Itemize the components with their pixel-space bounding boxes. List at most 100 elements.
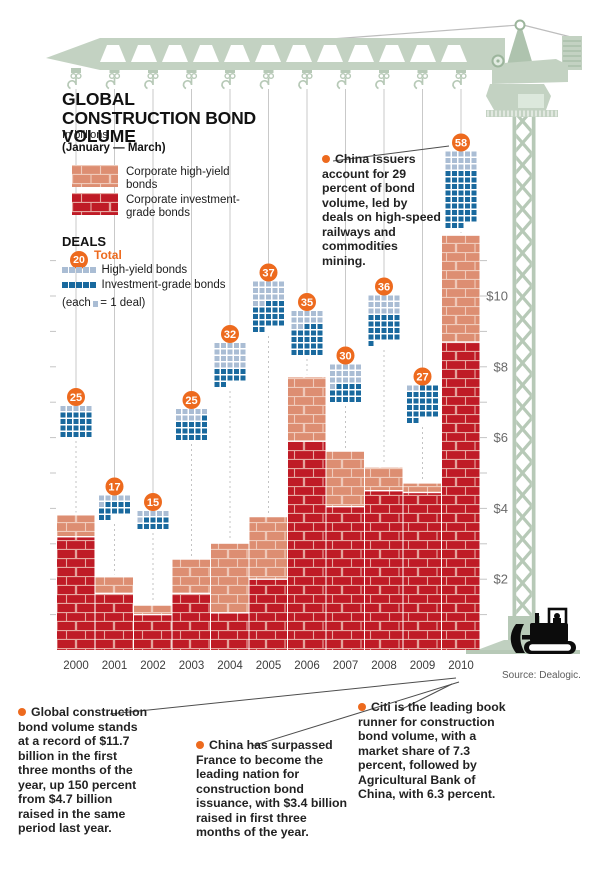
deals-note-suffix: = 1 deal) bbox=[100, 297, 146, 309]
deal-square bbox=[80, 419, 85, 424]
legend-investment-grade-label: Corporate investment-grade bonds bbox=[126, 194, 240, 220]
deal-total-number: 37 bbox=[262, 267, 274, 279]
crane-cab-window bbox=[518, 94, 544, 108]
deal-square bbox=[394, 302, 400, 307]
deal-square bbox=[311, 311, 316, 316]
deal-square bbox=[381, 321, 387, 327]
deal-square bbox=[163, 511, 169, 516]
deal-square bbox=[304, 350, 310, 355]
crane-pulley-icon bbox=[229, 72, 236, 79]
deal-square bbox=[343, 377, 348, 383]
deal-square bbox=[73, 419, 79, 424]
deal-square bbox=[343, 397, 348, 402]
deal-square bbox=[83, 282, 89, 288]
deal-square bbox=[317, 311, 323, 316]
deal-square bbox=[176, 422, 181, 427]
deal-square bbox=[99, 502, 104, 507]
crane-platform-ribs bbox=[487, 110, 557, 117]
deal-square bbox=[343, 371, 348, 376]
deal-square bbox=[471, 184, 477, 189]
deal-square bbox=[330, 377, 335, 383]
deal-cluster-2000 bbox=[60, 406, 92, 437]
deal-square bbox=[182, 428, 188, 434]
deal-square bbox=[452, 203, 457, 209]
deal-square bbox=[465, 177, 470, 183]
bulldozer-operator bbox=[553, 618, 561, 625]
deal-square bbox=[221, 369, 226, 374]
deal-square bbox=[375, 334, 380, 340]
deal-total-badge-2002 bbox=[144, 493, 162, 511]
deal-square bbox=[62, 282, 68, 288]
jib-truss-cutout bbox=[100, 45, 126, 62]
crane-arm bbox=[492, 59, 568, 84]
deal-square bbox=[388, 321, 393, 327]
deal-square bbox=[125, 502, 130, 507]
leader-line-citi bbox=[399, 683, 453, 711]
deal-square bbox=[413, 392, 419, 397]
deal-total-number: 17 bbox=[108, 481, 120, 493]
bullet-icon bbox=[196, 741, 204, 749]
deal-square bbox=[125, 508, 130, 514]
y-axis-label: $10 bbox=[486, 289, 508, 304]
deal-square bbox=[182, 415, 188, 421]
crane-pulley-icon bbox=[70, 72, 77, 79]
deal-square bbox=[279, 307, 284, 313]
deal-square bbox=[304, 317, 310, 323]
jib-truss-cutout bbox=[379, 45, 405, 62]
deal-total-badge-2008 bbox=[375, 277, 393, 296]
deal-square bbox=[426, 392, 432, 397]
bar-segment-divider bbox=[249, 578, 287, 580]
bullet-icon bbox=[322, 155, 330, 163]
deal-square bbox=[176, 409, 181, 414]
deal-square bbox=[272, 288, 278, 293]
deal-square bbox=[330, 364, 335, 370]
crane-trolley bbox=[263, 68, 274, 73]
deal-square bbox=[394, 315, 400, 320]
deal-square bbox=[118, 495, 124, 501]
deal-square bbox=[291, 350, 297, 355]
deal-square bbox=[445, 216, 451, 222]
deal-square bbox=[304, 311, 310, 316]
deal-square bbox=[86, 425, 92, 431]
jib-truss-cutout bbox=[131, 45, 157, 62]
deal-square bbox=[291, 343, 297, 349]
deal-square bbox=[73, 406, 79, 411]
deal-square bbox=[272, 281, 278, 287]
y-axis-label: $6 bbox=[494, 430, 508, 445]
deal-square bbox=[426, 405, 432, 410]
deal-square bbox=[272, 307, 278, 313]
deal-square bbox=[266, 288, 271, 293]
deal-square bbox=[368, 315, 374, 320]
deal-square bbox=[388, 302, 393, 307]
deal-square bbox=[349, 384, 355, 389]
deal-square bbox=[189, 415, 194, 421]
deal-square bbox=[465, 210, 470, 215]
deal-square bbox=[202, 415, 207, 421]
deal-square bbox=[240, 362, 246, 368]
deal-square bbox=[67, 425, 72, 431]
deal-square bbox=[137, 524, 143, 529]
deal-square bbox=[433, 411, 438, 417]
bar-segment-divider bbox=[288, 440, 326, 442]
deal-square bbox=[234, 343, 239, 348]
deal-square bbox=[336, 377, 342, 383]
deal-square bbox=[330, 371, 335, 376]
deal-square bbox=[253, 288, 258, 293]
deal-square bbox=[86, 419, 92, 424]
deal-square bbox=[413, 385, 419, 391]
deal-square bbox=[317, 350, 323, 355]
bar-segment-divider bbox=[95, 592, 133, 595]
deal-total-badge-2004 bbox=[221, 325, 239, 343]
crane-pulley-icon bbox=[422, 72, 429, 79]
deal-square bbox=[221, 343, 226, 348]
crane-trolley bbox=[456, 68, 466, 73]
deals-high-yield-row: High-yield bonds bbox=[62, 264, 187, 276]
deals-note: (each = 1 deal) bbox=[62, 297, 145, 309]
deal-cluster-2004 bbox=[214, 343, 246, 387]
deal-square bbox=[433, 398, 438, 404]
annotation-global-volume: Global construction bond volume stands a… bbox=[18, 705, 150, 836]
deal-square bbox=[157, 517, 162, 523]
deal-square bbox=[420, 392, 425, 397]
deal-square bbox=[311, 324, 316, 329]
deal-square bbox=[279, 294, 284, 300]
